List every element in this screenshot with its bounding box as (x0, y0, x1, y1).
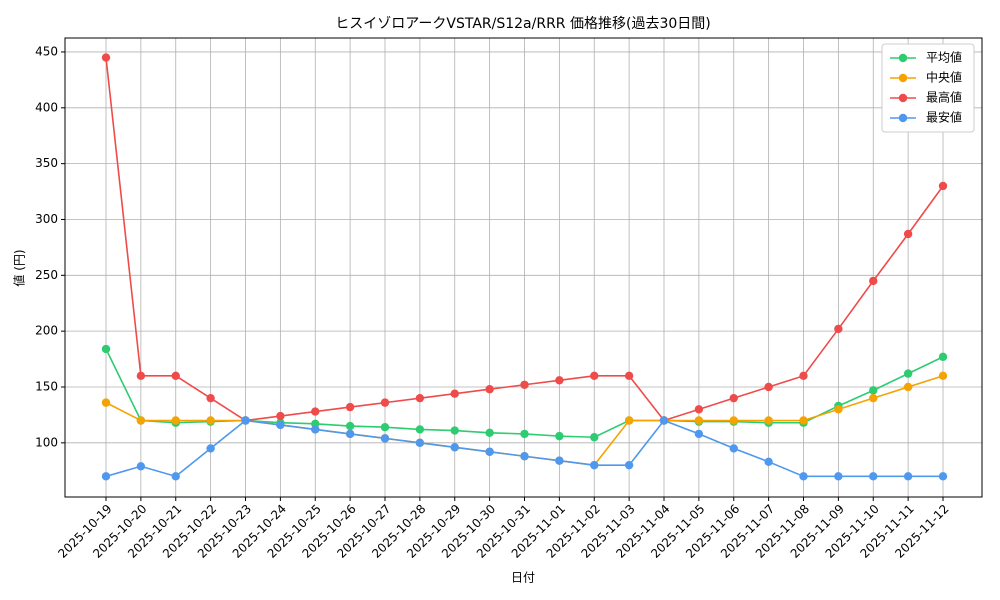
data-point (380, 423, 390, 432)
data-point (136, 416, 146, 425)
data-point (764, 382, 773, 392)
data-point (415, 425, 425, 434)
data-point (485, 447, 494, 456)
data-point (241, 416, 250, 425)
legend-marker (898, 113, 908, 123)
data-point (520, 429, 529, 439)
legend-label: 最安値 (926, 110, 962, 125)
y-tick-label: 200 (35, 324, 58, 338)
data-point (903, 369, 913, 378)
data-point (729, 393, 738, 403)
data-point (624, 460, 634, 470)
data-point (590, 460, 599, 470)
legend-box (881, 43, 975, 133)
data-point (345, 421, 355, 431)
data-point (520, 380, 529, 389)
data-point (276, 420, 285, 430)
data-point (729, 416, 738, 425)
y-tick-label: 400 (35, 100, 58, 114)
data-point (555, 376, 564, 385)
data-point (799, 472, 808, 481)
data-point (101, 53, 111, 62)
data-point (834, 324, 843, 334)
data-point (380, 434, 390, 443)
data-point (415, 393, 425, 403)
data-point (206, 444, 215, 453)
data-point (624, 416, 634, 425)
data-point (276, 411, 285, 421)
data-point (101, 472, 111, 481)
data-point (136, 462, 146, 471)
data-point (834, 405, 843, 414)
data-point (903, 472, 913, 481)
data-point (206, 393, 215, 403)
data-point (799, 416, 808, 425)
data-point (694, 429, 704, 439)
data-point (834, 472, 843, 481)
data-point (938, 472, 948, 481)
y-tick-label: 350 (35, 156, 58, 170)
data-point (450, 389, 459, 398)
data-point (555, 431, 564, 441)
y-tick-label: 150 (35, 379, 58, 393)
data-point (520, 452, 529, 461)
legend-label: 平均値 (926, 50, 962, 65)
y-tick-label: 300 (35, 212, 58, 226)
data-point (450, 443, 459, 452)
y-tick-label: 100 (35, 435, 58, 449)
data-point (311, 407, 320, 416)
data-point (311, 425, 320, 434)
data-point (694, 416, 704, 425)
y-axis-label: 値 (円) (12, 249, 27, 286)
legend-marker (898, 73, 908, 83)
data-point (729, 444, 738, 453)
legend-label: 中央値 (926, 70, 962, 85)
data-point (869, 472, 878, 481)
data-point (380, 398, 390, 407)
data-point (136, 371, 146, 381)
data-point (345, 402, 355, 412)
data-point (171, 371, 180, 381)
legend-marker (898, 53, 908, 63)
data-point (206, 416, 215, 425)
data-point (869, 386, 878, 395)
y-tick-label: 250 (35, 268, 58, 282)
data-point (345, 429, 355, 439)
x-axis-label: 日付 (511, 571, 535, 585)
legend-marker (898, 93, 908, 103)
data-point (799, 371, 808, 381)
data-point (659, 416, 669, 425)
legend-label: 最高値 (926, 90, 962, 105)
data-point (101, 344, 111, 354)
data-point (694, 405, 704, 414)
y-tick-label: 450 (35, 44, 58, 58)
data-point (764, 416, 773, 425)
data-point (903, 382, 913, 392)
data-point (555, 456, 564, 465)
data-point (869, 276, 878, 286)
data-point (590, 371, 599, 381)
data-point (485, 428, 494, 437)
data-point (938, 371, 948, 381)
chart-title: ヒスイゾロアークVSTAR/S12a/RRR 価格推移(過去30日間) (335, 16, 710, 32)
data-point (415, 438, 425, 448)
plot-frame (64, 37, 983, 498)
data-point (764, 457, 773, 467)
data-point (101, 398, 111, 407)
data-point (938, 352, 948, 362)
data-point (624, 371, 634, 381)
data-point (869, 393, 878, 403)
data-point (938, 181, 948, 191)
data-point (903, 229, 913, 239)
data-point (450, 426, 459, 435)
data-point (485, 385, 494, 394)
data-point (171, 416, 180, 425)
data-point (590, 433, 599, 442)
data-point (171, 472, 180, 481)
